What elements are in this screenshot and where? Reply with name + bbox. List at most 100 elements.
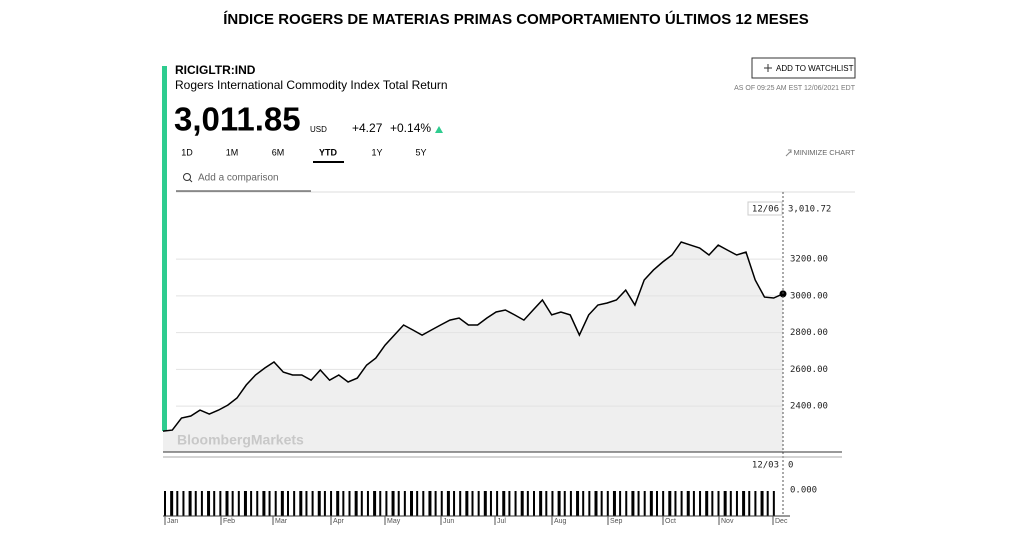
volume-stripe — [526, 491, 529, 516]
volume-stripe — [379, 491, 382, 516]
x-tick-label: Feb — [223, 518, 235, 525]
volume-stripe — [705, 491, 709, 516]
volume-stripe — [330, 491, 333, 516]
volume-stripe — [686, 491, 690, 516]
volume-stripe — [336, 491, 340, 516]
y-tick-label: 2800.00 — [790, 328, 828, 338]
volume-stripe — [274, 491, 277, 516]
volume-stripe — [588, 491, 591, 516]
button-label[interactable]: ADD TO WATCHLIST — [776, 64, 854, 73]
x-tick-label: Jul — [497, 518, 506, 525]
volume-stripe — [225, 491, 229, 516]
volume-stripe — [366, 491, 369, 516]
y-tick-label: 2400.00 — [790, 402, 828, 412]
last-value: 3,010.72 — [788, 205, 831, 215]
volume-last-value: 0 — [788, 461, 793, 471]
volume-stripe — [514, 491, 517, 516]
volume-stripe — [207, 491, 211, 516]
volume-stripe — [299, 491, 303, 516]
volume-stripe — [711, 491, 714, 516]
volume-stripe — [760, 491, 764, 516]
up-arrow — [435, 126, 443, 133]
volume-stripe — [287, 491, 289, 516]
x-tick-label: Jun — [443, 518, 454, 525]
volume-stripe — [699, 491, 702, 516]
y-tick-label: 3000.00 — [790, 291, 828, 301]
volume-stripe — [772, 491, 775, 516]
volume-stripe — [569, 491, 572, 516]
y-tick-label: 3200.00 — [790, 255, 828, 265]
volume-stripe — [231, 491, 234, 516]
volume-stripe — [434, 491, 437, 516]
volume-stripe — [213, 491, 216, 516]
volume-stripe — [692, 491, 695, 516]
volume-stripe — [323, 491, 326, 516]
volume-stripe — [164, 491, 166, 516]
volume-stripe — [250, 491, 253, 516]
volume-stripe — [305, 491, 308, 516]
accent-bar — [162, 66, 167, 431]
volume-stripe — [459, 491, 462, 516]
volume-last-date: 12/03 — [752, 461, 779, 471]
plus-icon — [764, 64, 772, 72]
page-title: ÍNDICE ROGERS DE MATERIAS PRIMAS COMPORT… — [223, 10, 809, 28]
volume-stripe — [563, 491, 566, 516]
volume-stripe — [373, 491, 377, 516]
volume-stripe — [182, 491, 185, 516]
minimize-icon — [785, 149, 792, 157]
x-tick-label: Aug — [554, 518, 567, 525]
volume-stripe — [502, 491, 506, 516]
volume-stripe — [533, 491, 535, 516]
volume-stripe — [576, 491, 580, 516]
volume-stripe — [508, 491, 511, 516]
volume-stripe — [446, 491, 450, 516]
volume-stripe — [477, 491, 480, 516]
volume-stripe — [539, 491, 543, 516]
volume-stripe — [194, 491, 197, 516]
range-tab[interactable]: 6M — [272, 147, 285, 157]
volume-stripe — [717, 491, 720, 516]
button-frame[interactable] — [751, 57, 856, 79]
volume-stripe — [754, 491, 757, 516]
volume-stripe — [188, 491, 192, 516]
x-tick-label: May — [387, 518, 401, 525]
volume-stripe — [219, 491, 222, 516]
x-tick-label: Dec — [775, 518, 788, 525]
volume-stripe — [268, 491, 271, 516]
range-tab[interactable]: YTD — [319, 147, 338, 157]
volume-stripe — [582, 491, 585, 516]
minimize-chart[interactable]: MINIMIZE CHART — [793, 148, 855, 157]
volume-stripe — [243, 491, 247, 516]
volume-stripe — [489, 491, 492, 516]
volume-stripe — [649, 491, 653, 516]
volume-stripe — [348, 491, 351, 516]
volume-stripe — [422, 491, 425, 516]
watermark: BloombergMarkets — [177, 432, 304, 448]
volume-stripe — [483, 491, 487, 516]
volume-stripe — [520, 491, 524, 516]
volume-stripe — [496, 491, 499, 516]
volume-stripe — [293, 491, 296, 516]
range-tab[interactable]: 1D — [181, 147, 193, 157]
volume-stripe — [748, 491, 751, 516]
volume-stripe — [428, 491, 432, 516]
range-tab[interactable]: 1Y — [371, 147, 382, 157]
change: +4.27 — [352, 121, 383, 135]
range-tab[interactable]: 1M — [226, 147, 239, 157]
volume-stripe — [656, 491, 658, 516]
volume-stripe — [631, 491, 635, 516]
volume-stripe — [680, 491, 683, 516]
comparison-input[interactable]: Add a comparison — [198, 173, 279, 184]
volume-stripe — [600, 491, 603, 516]
volume-stripe — [453, 491, 456, 516]
timestamp: AS OF 09:25 AM EST 12/06/2021 EDT — [734, 85, 856, 92]
x-tick-label: Nov — [721, 518, 734, 525]
search-icon — [183, 173, 191, 181]
volume-stripe — [170, 491, 174, 516]
range-tab[interactable]: 5Y — [415, 147, 426, 157]
volume-stripe — [176, 491, 179, 516]
y-tick-label: 2600.00 — [790, 365, 828, 375]
last-date: 12/06 — [752, 205, 779, 215]
volume-stripe — [557, 491, 561, 516]
watchlist-button[interactable]: ADD TO WATCHLIST — [751, 57, 856, 79]
